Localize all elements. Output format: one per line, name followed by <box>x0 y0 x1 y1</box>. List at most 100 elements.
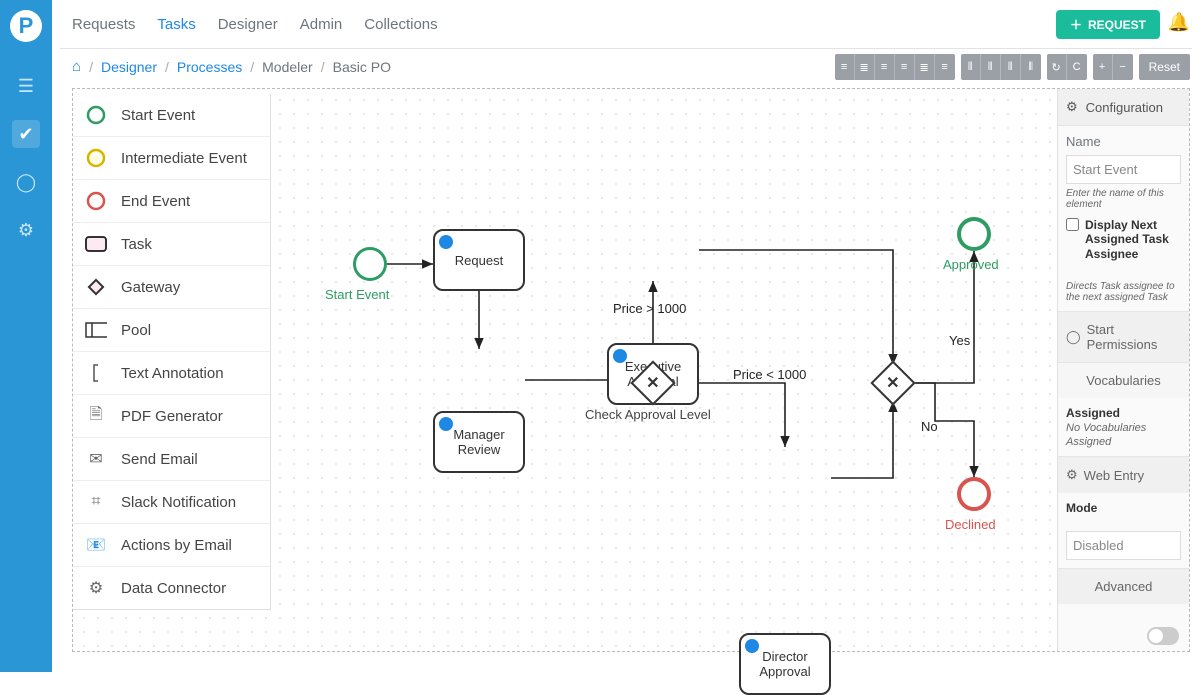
nav-collections[interactable]: Collections <box>364 16 437 33</box>
advanced-row[interactable]: Advanced <box>1058 568 1189 604</box>
user-icon: ◯ <box>1066 329 1081 345</box>
breadcrumb-basic-po: Basic PO <box>333 59 391 75</box>
palette-text-annotation[interactable]: Text Annotation <box>73 352 270 395</box>
node-label-start: Start Event <box>325 287 389 302</box>
zoom-out-button[interactable]: − <box>1113 54 1133 80</box>
check-icon[interactable]: ✔ <box>12 120 40 148</box>
edge-label: No <box>921 419 938 434</box>
mode-select[interactable] <box>1066 531 1181 560</box>
intermediate-event-icon <box>85 147 107 169</box>
zoom-in-button[interactable]: + <box>1093 54 1113 80</box>
name-input[interactable] <box>1066 155 1181 184</box>
edge-label: Price > 1000 <box>613 301 686 316</box>
modeler-canvas[interactable]: Start EventIntermediate EventEnd EventTa… <box>72 88 1190 652</box>
node-dir[interactable]: Director Approval <box>739 633 831 695</box>
user-icon[interactable]: ◯ <box>12 168 40 196</box>
align-btn-3[interactable]: ≡ <box>895 54 915 80</box>
nav-tasks[interactable]: Tasks <box>157 16 195 33</box>
distribute-group: ⦀⦀⦀⦀ <box>961 54 1041 80</box>
nav-admin[interactable]: Admin <box>300 16 343 33</box>
name-label: Name <box>1066 134 1181 149</box>
redo-button[interactable]: C <box>1067 54 1087 80</box>
palette-actions-by-email[interactable]: 📧Actions by Email <box>73 524 270 567</box>
align-btn-1[interactable]: ≣ <box>855 54 875 80</box>
palette-slack-notification[interactable]: ⌗Slack Notification <box>73 481 270 524</box>
pdf-generator-icon: 🗎 <box>85 405 107 427</box>
palette-pool[interactable]: Pool <box>73 309 270 352</box>
slack-notification-icon: ⌗ <box>85 491 107 513</box>
assigned-label: Assigned <box>1066 406 1120 420</box>
side-rail: P ☰ ✔ ◯ ⚙ <box>0 0 52 672</box>
home-icon[interactable]: ⌂ <box>72 58 81 75</box>
palette-start-event[interactable]: Start Event <box>73 94 270 137</box>
send-email-icon: ✉ <box>85 448 107 470</box>
start-permissions-row[interactable]: ◯Start Permissions <box>1058 311 1189 362</box>
web-entry-row[interactable]: ⚙Web Entry <box>1058 456 1189 493</box>
node-start[interactable] <box>353 247 387 281</box>
node-approved[interactable] <box>957 217 991 251</box>
align-btn-0[interactable]: ≡ <box>835 54 855 80</box>
name-help: Enter the name of this element <box>1066 188 1181 210</box>
breadcrumb-modeler: Modeler <box>262 59 313 75</box>
node-request[interactable]: Request <box>433 229 525 291</box>
mode-label: Mode <box>1066 501 1097 515</box>
end-event-icon <box>85 190 107 212</box>
node-declined[interactable] <box>957 477 991 511</box>
nav-requests[interactable]: Requests <box>72 16 135 33</box>
breadcrumb-designer[interactable]: Designer <box>101 59 157 75</box>
display-next-checkbox[interactable] <box>1066 218 1079 231</box>
breadcrumb: ⌂ /Designer/Processes/Modeler/Basic PO <box>72 58 391 75</box>
node-label-declined: Declined <box>945 517 996 532</box>
nav-designer[interactable]: Designer <box>218 16 278 33</box>
align-group: ≡≣≡≡≣≡ <box>835 54 955 80</box>
top-nav: Requests Tasks Designer Admin Collections <box>60 0 1200 48</box>
request-button[interactable]: ＋REQUEST <box>1056 10 1160 39</box>
gateway-icon <box>85 276 107 298</box>
node-mgr[interactable]: Manager Review <box>433 411 525 473</box>
footer-toggle[interactable] <box>1147 627 1179 645</box>
palette-task[interactable]: Task <box>73 223 270 266</box>
distribute-btn-3[interactable]: ⦀ <box>1021 54 1041 80</box>
history-group: ↻ C <box>1047 54 1087 80</box>
edge-label: Yes <box>949 333 970 348</box>
display-next-label: Display Next Assigned Task Assignee <box>1085 218 1181 261</box>
gear-icon: ⚙ <box>1066 467 1078 483</box>
undo-button[interactable]: ↻ <box>1047 54 1067 80</box>
gear-icon[interactable]: ⚙ <box>12 216 40 244</box>
align-btn-4[interactable]: ≣ <box>915 54 935 80</box>
palette-gateway[interactable]: Gateway <box>73 266 270 309</box>
palette-intermediate-event[interactable]: Intermediate Event <box>73 137 270 180</box>
notifications-icon[interactable]: 🔔 <box>1168 12 1190 33</box>
start-event-icon <box>85 104 107 126</box>
palette-send-email[interactable]: ✉Send Email <box>73 438 270 481</box>
zoom-group: + − <box>1093 54 1133 80</box>
align-btn-2[interactable]: ≡ <box>875 54 895 80</box>
distribute-btn-1[interactable]: ⦀ <box>981 54 1001 80</box>
app-logo[interactable]: P <box>10 10 42 42</box>
plus-icon: ＋ <box>1070 16 1082 33</box>
config-header: ⚙Configuration <box>1058 89 1189 126</box>
element-palette: Start EventIntermediate EventEnd EventTa… <box>73 94 271 610</box>
palette-pdf-generator[interactable]: 🗎PDF Generator <box>73 395 270 438</box>
list-icon[interactable]: ☰ <box>12 72 40 100</box>
node-gw2[interactable]: ✕ <box>870 360 915 405</box>
edge-label: Price < 1000 <box>733 367 806 382</box>
data-connector-icon: ⚙ <box>85 577 107 599</box>
palette-end-event[interactable]: End Event <box>73 180 270 223</box>
reset-button[interactable]: Reset <box>1139 54 1190 80</box>
palette-data-connector[interactable]: ⚙Data Connector <box>73 567 270 609</box>
chk-help: Directs Task assignee to the next assign… <box>1066 281 1181 303</box>
actions-by-email-icon: 📧 <box>85 534 107 556</box>
node-label-gw1: Check Approval Level <box>585 407 711 422</box>
editor-toolbar: ≡≣≡≡≣≡ ⦀⦀⦀⦀ ↻ C + − Reset <box>835 54 1190 80</box>
node-label-approved: Approved <box>943 257 999 272</box>
distribute-btn-0[interactable]: ⦀ <box>961 54 981 80</box>
vocabularies-row[interactable]: Vocabularies <box>1058 362 1189 398</box>
breadcrumb-processes[interactable]: Processes <box>177 59 242 75</box>
distribute-btn-2[interactable]: ⦀ <box>1001 54 1021 80</box>
assigned-value: No Vocabularies Assigned <box>1066 422 1146 448</box>
text-annotation-icon <box>85 362 107 384</box>
pool-icon <box>85 319 107 341</box>
align-btn-5[interactable]: ≡ <box>935 54 955 80</box>
gear-icon: ⚙ <box>1066 99 1078 115</box>
